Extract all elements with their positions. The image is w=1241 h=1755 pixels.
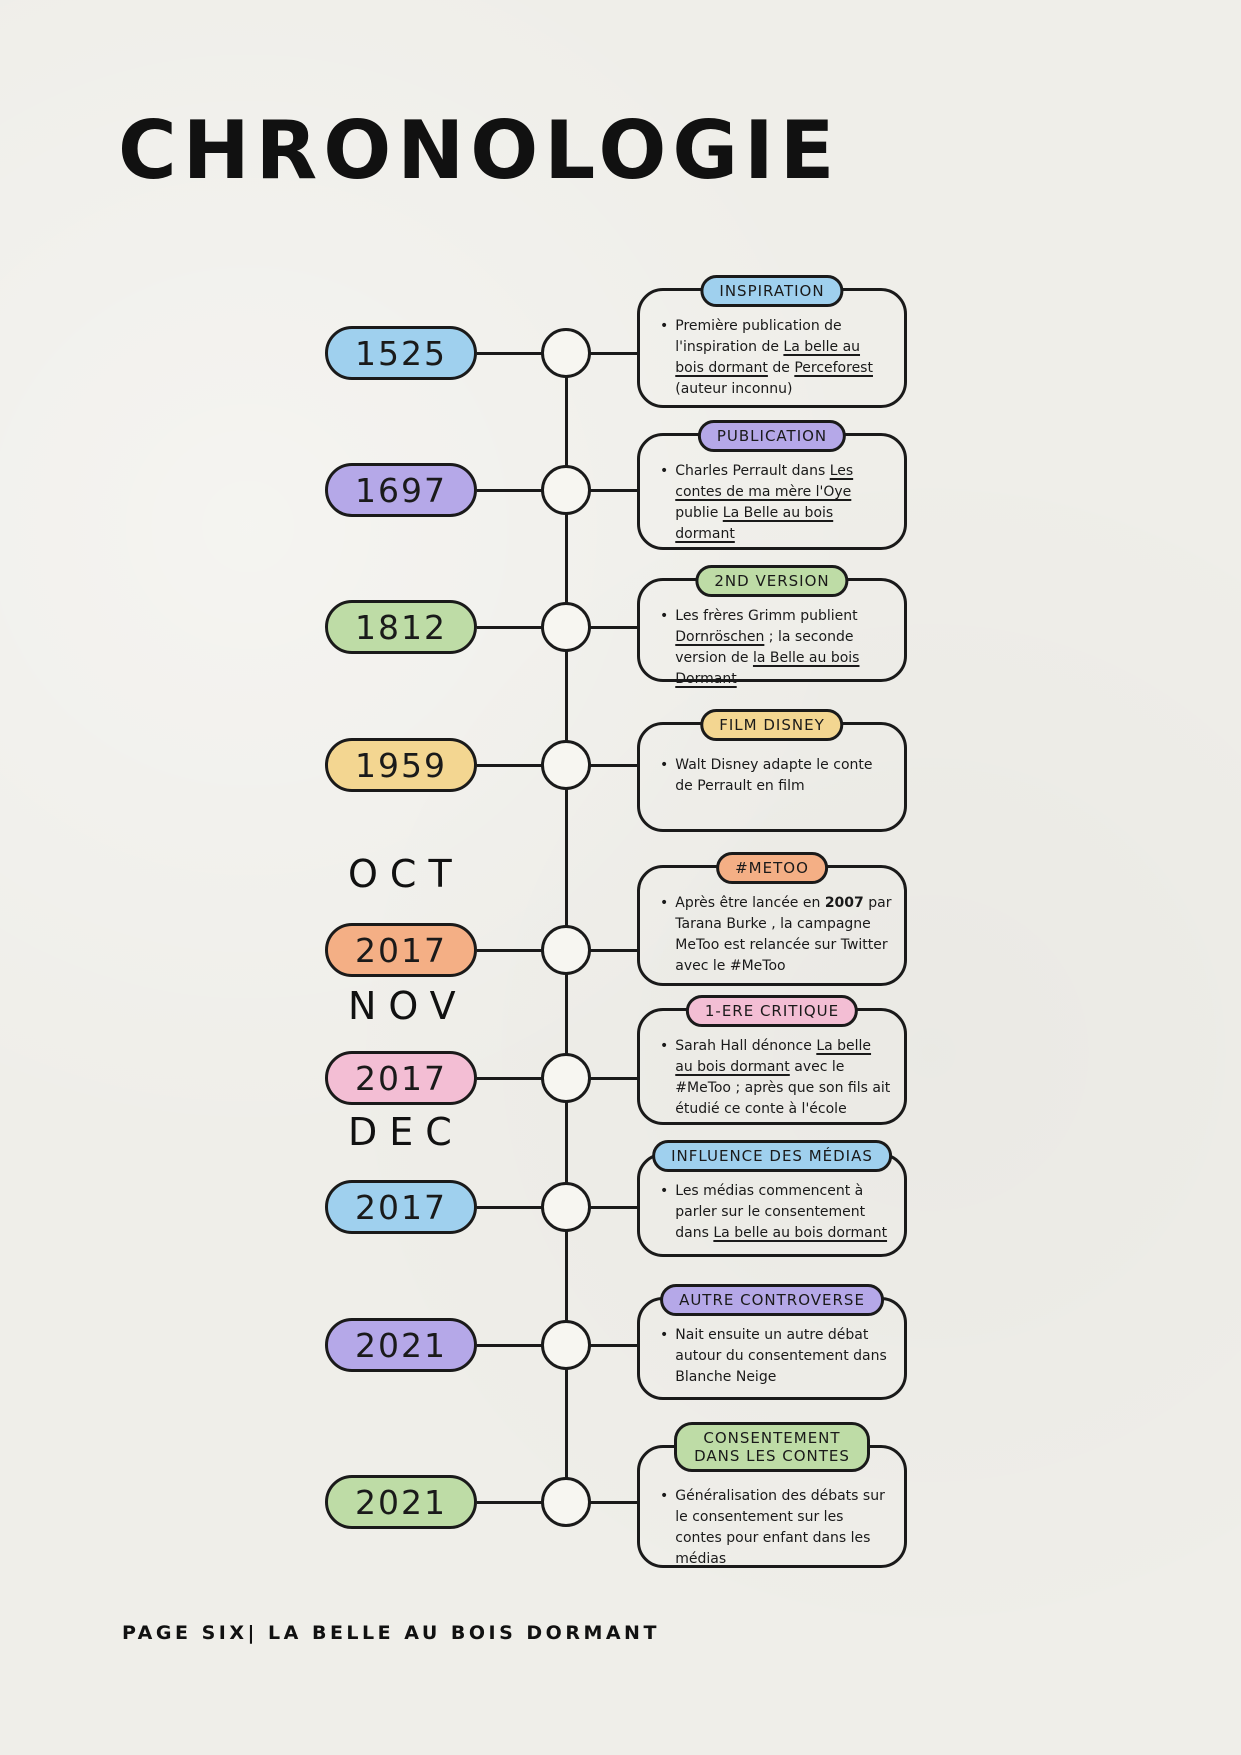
page-title: CHRONOLOGIE: [118, 104, 841, 197]
event-box: #METOO • Après être lancée en 2007 par Tar…: [637, 852, 907, 986]
year-pill: 2021: [325, 1318, 477, 1372]
year-label: 1697: [355, 470, 447, 510]
timeline-node: [541, 1053, 591, 1103]
bullet: •: [660, 1488, 669, 1504]
year-pill: 1812: [325, 600, 477, 654]
year-label: 1525: [355, 333, 447, 373]
timeline-node: [541, 1182, 591, 1232]
event-box: INSPIRATION • Première publication de l'in…: [637, 275, 907, 408]
year-label: 2017: [355, 1187, 447, 1227]
event-badge: PUBLICATION: [697, 420, 847, 452]
event-text: Généralisation des débats sur le consent…: [675, 1488, 885, 1567]
year-pill: 1525: [325, 326, 477, 380]
event-text: Nait ensuite un autre débat autour du co…: [675, 1327, 887, 1385]
year-label: 2021: [355, 1482, 447, 1522]
year-pill: 2021: [325, 1475, 477, 1529]
month-label: OCT: [348, 852, 464, 896]
bullet: •: [660, 1327, 669, 1343]
year-pill: 2017: [325, 923, 477, 977]
month-label: NOV: [348, 984, 468, 1028]
year-pill: 2017: [325, 1180, 477, 1234]
event-box: 1-ERE CRITIQUE • Sarah Hall dénonce La bel…: [637, 995, 907, 1125]
event-box: FILM DISNEY • Walt Disney adapte le conte …: [637, 709, 907, 832]
event-text: Les médias commencent à parler sur le co…: [675, 1183, 888, 1241]
event-badge: AUTRE CONTROVERSE: [660, 1284, 884, 1316]
event-box: CONSENTEMENT DANS LES CONTES • Généralisat…: [637, 1422, 907, 1568]
event-text: Walt Disney adapte le conte de Perrault …: [675, 757, 873, 794]
bullet: •: [660, 463, 669, 479]
event-badge: #METOO: [716, 852, 828, 884]
event-text: Après être lancée en 2007 par Tarana Bur…: [675, 895, 892, 974]
footer-text: PAGE SIX| LA BELLE AU BOIS DORMANT: [122, 1622, 660, 1644]
event-badge: CONSENTEMENT DANS LES CONTES: [674, 1422, 870, 1472]
timeline-node: [541, 602, 591, 652]
month-label: DEC: [348, 1110, 464, 1154]
event-box: INFLUENCE DES MÉDIAS • Les médias commence…: [637, 1140, 907, 1257]
event-box: AUTRE CONTROVERSE • Nait ensuite un autre …: [637, 1284, 907, 1400]
event-badge: 1-ERE CRITIQUE: [685, 995, 859, 1027]
event-text: Sarah Hall dénonce La belle au bois dorm…: [675, 1038, 891, 1117]
year-pill: 1697: [325, 463, 477, 517]
bullet: •: [660, 1183, 669, 1199]
event-box: PUBLICATION • Charles Perrault dans Les co…: [637, 420, 907, 550]
year-pill: 2017: [325, 1051, 477, 1105]
year-label: 2017: [355, 1058, 447, 1098]
timeline-node: [541, 925, 591, 975]
page-footer: PAGE SIX| LA BELLE AU BOIS DORMANT: [122, 1622, 660, 1644]
year-pill: 1959: [325, 738, 477, 792]
timeline-node: [541, 465, 591, 515]
bullet: •: [660, 608, 669, 624]
year-label: 1812: [355, 607, 447, 647]
timeline-node: [541, 1320, 591, 1370]
bullet: •: [660, 318, 669, 334]
year-label: 2021: [355, 1325, 447, 1365]
bullet: •: [660, 757, 669, 773]
event-text: Les frères Grimm publient Dornröschen ; …: [675, 608, 860, 687]
event-badge: 2ND VERSION: [695, 565, 849, 597]
event-text: Charles Perrault dans Les contes de ma m…: [675, 463, 854, 542]
bullet: •: [660, 1038, 669, 1054]
year-label: 2017: [355, 930, 447, 970]
year-label: 1959: [355, 745, 447, 785]
event-badge: FILM DISNEY: [700, 709, 844, 741]
event-text: Première publication de l'inspiration de…: [675, 318, 873, 397]
event-badge: INFLUENCE DES MÉDIAS: [652, 1140, 892, 1172]
bullet: •: [660, 895, 669, 911]
timeline-node: [541, 328, 591, 378]
timeline-node: [541, 740, 591, 790]
timeline-node: [541, 1477, 591, 1527]
event-box: 2ND VERSION • Les frères Grimm publient Do…: [637, 565, 907, 687]
event-badge: INSPIRATION: [700, 275, 844, 307]
